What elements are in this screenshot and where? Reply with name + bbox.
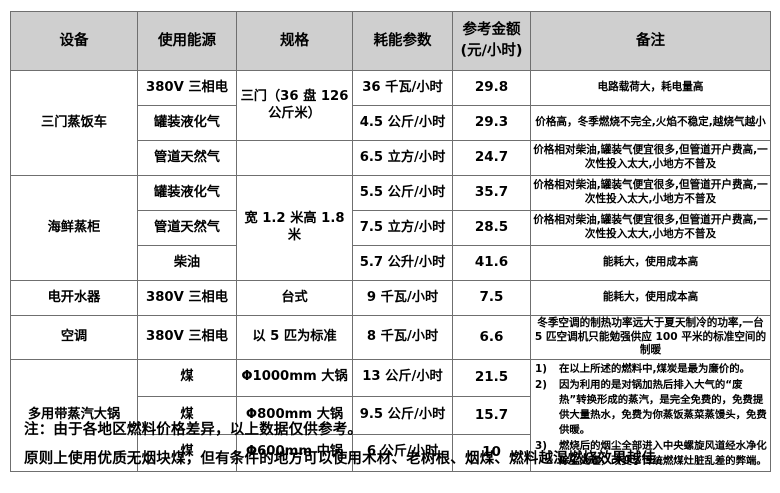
cell-param: 6.5 立方/小时 [352, 140, 453, 176]
cell-remark: 价格相对柴油,罐装气便宜很多,但管道开户费高,一次性投入太大,小地方不普及 [530, 175, 771, 211]
cell-energy: 380V 三相电 [137, 280, 237, 316]
cell-param: 9 千瓦/小时 [352, 280, 453, 316]
energy-consumption-table: 设备 使用能源 规格 耗能参数 参考金额 (元/小时) 备注 [10, 11, 771, 473]
header-cell-param: 耗能参数 [352, 11, 453, 71]
cell-energy: 煤 [137, 396, 237, 435]
table-header: 设备 使用能源 规格 耗能参数 参考金额 (元/小时) 备注 [10, 11, 771, 71]
table-row: 多用带蒸汽大锅 煤 Φ1000mm 大锅 13 公斤/小时 21.5 1) 在以… [10, 358, 771, 473]
header-cell-amount: 参考金额 (元/小时) [452, 11, 531, 71]
cell-amount: 7.5 [452, 280, 531, 316]
cell-energy: 罐装液化气 [137, 175, 237, 211]
cell-amount: 24.7 [452, 140, 531, 176]
cell-remark: 电路载荷大，耗电量高 [530, 70, 771, 106]
cell-amount: 10 [452, 433, 531, 473]
cell-energy: 管道天然气 [137, 140, 237, 176]
header-label-remark: 备注 [636, 32, 665, 49]
cell-amount: 29.8 [452, 70, 531, 106]
list-item-text: 在以上所述的燃料中,煤炭是最为廉价的。 [559, 362, 750, 375]
cell-amount: 41.6 [452, 245, 531, 281]
cell-param: 5.7 公升/小时 [352, 245, 453, 281]
list-item: 3) 燃烧后的烟尘全部进入中央螺旋风道经水净化除尘处理，改变了传统燃煤灶脏乱差的… [533, 439, 768, 469]
cell-remark: 价格相对柴油,罐装气便宜很多,但管道开户费高,一次性投入太大,小地方不普及 [530, 210, 771, 246]
cell-equipment-multipurpose-steam-pot: 多用带蒸汽大锅 [10, 358, 138, 473]
cell-remark: 能耗大，使用成本高 [530, 280, 771, 316]
cell-remark: 能耗大，使用成本高 [530, 245, 771, 281]
table-row: 空调 380V 三相电 以 5 匹为标准 8 千瓦/小时 6.6 冬季空调的制热… [10, 315, 771, 360]
header-cell-remark: 备注 [530, 11, 771, 71]
cell-param: 5.5 公斤/小时 [352, 175, 453, 211]
cell-spec: Φ1000mm 大锅 [236, 358, 353, 398]
cell-param: 13 公斤/小时 [352, 358, 453, 398]
cell-param: 36 千瓦/小时 [352, 70, 453, 106]
cell-spec: 以 5 匹为标准 [236, 315, 353, 360]
footer-note-line-2: 原则上使用优质无烟块煤，但有条件的地方可以使用木材、老树根、烟煤、燃料越湿燃烧效… [24, 451, 671, 468]
cell-amount: 29.3 [452, 105, 531, 141]
cell-param: 8 千瓦/小时 [352, 315, 453, 360]
header-row: 设备 使用能源 规格 耗能参数 参考金额 (元/小时) 备注 [10, 11, 771, 71]
header-label-amount-unit: (元/小时) [460, 43, 523, 59]
cell-remark: 价格高，冬季燃烧不完全,火焰不稳定,越烧气越小 [530, 105, 771, 141]
cell-equipment-steam-rice-cart: 三门蒸饭车 [10, 70, 138, 176]
cell-remark: 冬季空调的制热功率远大于夏天制冷的功率,一台 5 匹空调机只能勉强供应 100 … [530, 315, 771, 360]
cell-remark: 价格相对柴油,罐装气便宜很多,但管道开户费高,一次性投入太大,小地方不普及 [530, 140, 771, 176]
footer-note-line-1: 注：由于各地区燃料价格差异，以上数据仅供参考。 [24, 422, 363, 438]
cell-energy: 煤 [137, 358, 237, 398]
list-item: 1) 在以上所述的燃料中,煤炭是最为廉价的。 [533, 362, 768, 377]
header-label-energy: 使用能源 [158, 32, 216, 49]
cell-param: 4.5 公斤/小时 [352, 105, 453, 141]
cell-spec: Φ600mm 中锅 [236, 433, 353, 473]
cell-spec: 台式 [236, 280, 353, 316]
footer-notes: 注：由于各地区燃料价格差异，以上数据仅供参考。 原则上使用优质无烟块煤，但有条件… [24, 420, 764, 479]
header-label-amount: 参考金额 [462, 22, 521, 39]
cell-spec-steam-rice-cart: 三门（36 盘 126 公斤米） [236, 70, 353, 141]
table-row: 电开水器 380V 三相电 台式 9 千瓦/小时 7.5 能耗大，使用成本高 [10, 280, 771, 316]
list-item-number: 2) [535, 378, 547, 391]
table-row: 煤 Φ800mm 大锅 9.5 公斤/小时 15.7 [11, 396, 771, 435]
list-item: 2) 因为利用的是对锅加热后排入大气的“废热”转换形成的蒸汽，是完全免费的，免费… [533, 378, 768, 438]
cell-equipment-seafood-steamer: 海鲜蒸柜 [10, 175, 138, 281]
cell-equipment-water-boiler: 电开水器 [10, 280, 138, 316]
coal-remark-list: 1) 在以上所述的燃料中,煤炭是最为廉价的。 2) 因为利用的是对锅加热后排入大… [533, 362, 768, 470]
header-cell-energy: 使用能源 [137, 11, 237, 71]
cell-spec-seafood-steamer: 宽 1.2 米高 1.8 米 [236, 175, 353, 281]
cell-param: 9.5 公斤/小时 [352, 396, 453, 435]
table-row: 海鲜蒸柜 罐装液化气 宽 1.2 米高 1.8 米 5.5 公斤/小时 35.7… [10, 175, 771, 281]
cell-energy: 管道天然气 [137, 210, 237, 246]
table-row: 煤 Φ600mm 中锅 6 公斤/小时 10 [11, 433, 771, 473]
cell-energy: 380V 三相电 [137, 315, 237, 360]
cell-remark-coal-advantages: 1) 在以上所述的燃料中,煤炭是最为廉价的。 2) 因为利用的是对锅加热后排入大… [530, 358, 771, 473]
list-item-number: 1) [535, 362, 547, 375]
list-item-text: 燃烧后的烟尘全部进入中央螺旋风道经水净化除尘处理，改变了传统燃煤灶脏乱差的弊端。 [559, 440, 767, 468]
cell-amount: 6.6 [452, 315, 531, 360]
header-label-equipment: 设备 [59, 32, 89, 49]
cell-amount: 15.7 [452, 396, 531, 435]
table-row: 三门蒸饭车 380V 三相电 三门（36 盘 126 公斤米） 36 千瓦/小时… [10, 70, 771, 176]
cell-amount: 21.5 [452, 358, 531, 398]
cell-spec [236, 140, 353, 176]
list-item-text: 因为利用的是对锅加热后排入大气的“废热”转换形成的蒸汽，是完全免费的，免费提供大… [559, 378, 767, 436]
header-cell-spec: 规格 [236, 11, 353, 71]
cell-equipment-air-conditioner: 空调 [10, 315, 138, 360]
cell-amount: 35.7 [452, 175, 531, 211]
table-row: 管道天然气 6.5 立方/小时 24.7 价格相对柴油,罐装气便宜很多,但管道开… [11, 140, 771, 176]
table-row: 管道天然气 7.5 立方/小时 28.5 价格相对柴油,罐装气便宜很多,但管道开… [11, 210, 771, 246]
table-row: 柴油 5.7 公升/小时 41.6 能耗大，使用成本高 [11, 245, 771, 281]
cell-spec: Φ800mm 大锅 [236, 396, 353, 435]
cell-energy: 罐装液化气 [137, 105, 237, 141]
header-label-spec: 规格 [280, 32, 309, 49]
cell-param: 7.5 立方/小时 [352, 210, 453, 246]
list-item-number: 3) [535, 440, 547, 453]
cell-energy: 380V 三相电 [137, 70, 237, 106]
header-cell-equipment: 设备 [10, 11, 138, 71]
cell-energy: 煤 [137, 433, 237, 473]
table-row: 罐装液化气 4.5 公斤/小时 29.3 价格高，冬季燃烧不完全,火焰不稳定,越… [11, 105, 771, 141]
cell-amount: 28.5 [452, 210, 531, 246]
cell-energy: 柴油 [137, 245, 237, 281]
header-label-param: 耗能参数 [373, 32, 432, 49]
table-body: 三门蒸饭车 380V 三相电 三门（36 盘 126 公斤米） 36 千瓦/小时… [10, 70, 771, 473]
